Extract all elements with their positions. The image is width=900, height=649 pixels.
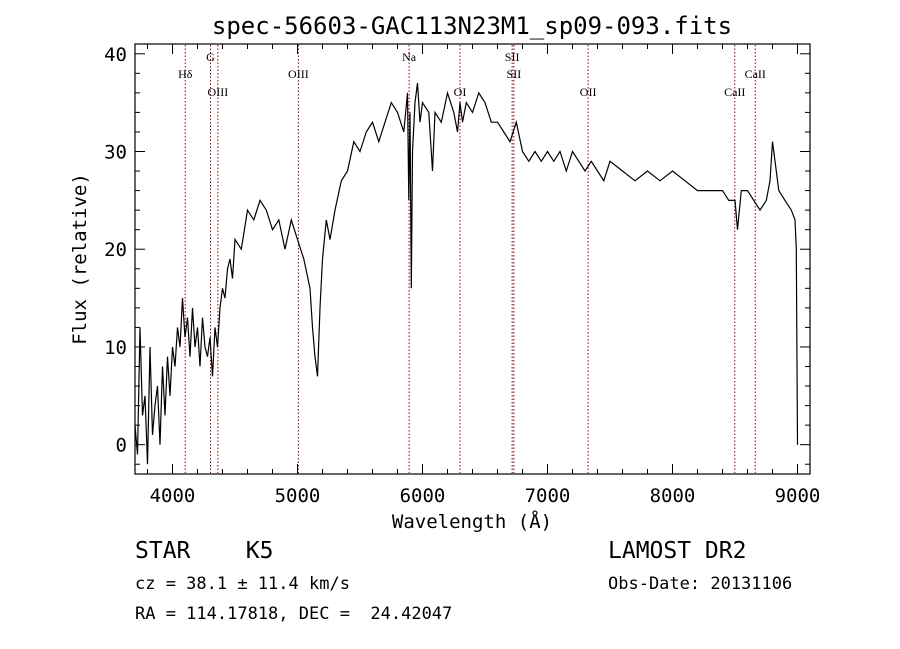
x-ticks: 4000 5000 6000 7000 8000 9000 [147, 44, 821, 507]
spectral-line-label: Na [402, 50, 417, 64]
spectral-line-label: SII [505, 50, 520, 64]
y-tick-label: 20 [104, 239, 127, 261]
y-axis-label: Flux (relative) [69, 173, 91, 345]
spectrum-line [134, 83, 799, 465]
y-tick-label: 0 [116, 435, 127, 457]
spectral-line-label: OIII [288, 67, 309, 81]
spectral-line-label: SII [507, 67, 522, 81]
spectral-line-label: CaII [724, 85, 745, 99]
spectral-line-label: OIII [208, 85, 229, 99]
spectral-line-label: G [206, 50, 215, 64]
y-tick-label: 30 [104, 142, 127, 164]
y-tick-label: 10 [104, 337, 127, 359]
chart-title: spec-56603-GAC113N23M1_sp09-093.fits [212, 12, 732, 40]
survey-name: LAMOST DR2 [608, 538, 747, 564]
spectral-line-label: CaII [745, 67, 766, 81]
spectral-line-label: OI [454, 85, 467, 99]
x-tick-label: 4000 [150, 485, 196, 507]
spectral-line-label: Hδ [178, 67, 193, 81]
observation-date: Obs-Date: 20131106 [608, 574, 793, 594]
x-tick-label: 5000 [275, 485, 321, 507]
x-tick-label: 6000 [400, 485, 446, 507]
coordinates: RA = 114.17818, DEC = 24.42047 [135, 604, 453, 624]
x-tick-label: 7000 [525, 485, 571, 507]
object-class: STAR K5 [135, 538, 274, 564]
y-ticks: 0 10 20 30 40 [104, 44, 810, 465]
x-tick-label: 8000 [650, 485, 696, 507]
redshift-velocity: cz = 38.1 ± 11.4 km/s [135, 574, 350, 594]
y-tick-label: 40 [104, 44, 127, 66]
x-tick-label: 9000 [775, 485, 821, 507]
plot-frame [134, 43, 811, 475]
x-axis-label: Wavelength (Å) [392, 510, 552, 533]
spectral-line-label: OII [580, 85, 597, 99]
